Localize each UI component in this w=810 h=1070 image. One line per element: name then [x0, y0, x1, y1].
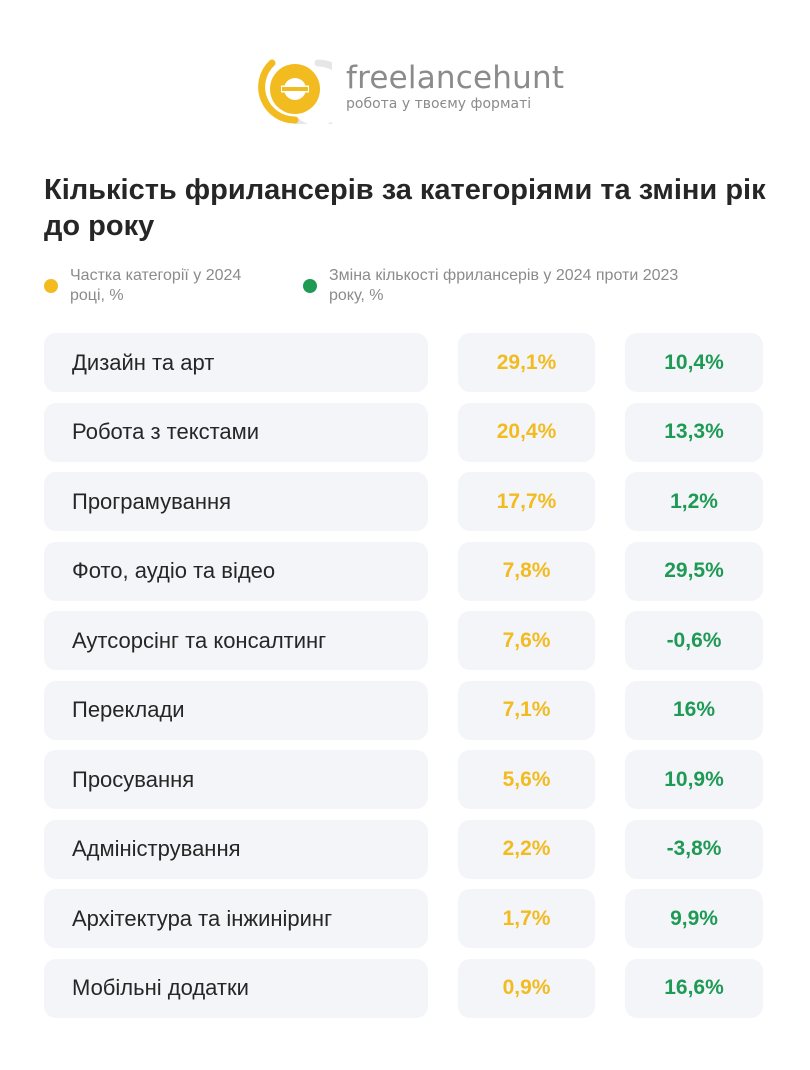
- change-value: -0,6%: [625, 611, 763, 670]
- category-label: Робота з текстами: [44, 402, 428, 462]
- share-value: 20,4%: [458, 402, 595, 462]
- share-value: 29,1%: [458, 333, 595, 392]
- freelancehunt-logo-icon: [258, 59, 332, 124]
- category-label: Фото, аудіо та відео: [44, 541, 428, 601]
- share-value: 0,9%: [458, 958, 595, 1018]
- legend-label-share: Частка категорії у 2024 році, %: [70, 267, 242, 304]
- legend-label-change: Зміна кількості фрилансерів у 2024 проти…: [329, 267, 679, 304]
- category-label: Архітектура та інжиніринг: [44, 889, 428, 948]
- brand-name: freelancehunt: [346, 60, 565, 96]
- share-value: 2,2%: [458, 819, 595, 879]
- category-label: Дизайн та арт: [44, 333, 428, 392]
- category-label: Переклади: [44, 680, 428, 740]
- brand-text: freelancehunt робота у твоєму форматі: [346, 61, 564, 113]
- change-value: 10,4%: [625, 333, 763, 392]
- legend-item-share: Частка категорії у 2024 році, %: [44, 266, 264, 306]
- share-value: 7,8%: [458, 541, 595, 601]
- legend-item-change: Зміна кількості фрилансерів у 2024 проти…: [303, 266, 683, 306]
- category-label: Програмування: [44, 472, 428, 531]
- share-value: 7,6%: [458, 611, 595, 670]
- share-value: 17,7%: [458, 472, 595, 531]
- category-label: Просування: [44, 750, 428, 809]
- change-value: 9,9%: [625, 889, 763, 948]
- share-value: 5,6%: [458, 750, 595, 809]
- legend-dot-yellow-icon: [44, 279, 58, 293]
- chart-title: Кількість фрилансерів за категоріями та …: [44, 174, 766, 242]
- change-value: 13,3%: [625, 402, 763, 462]
- change-value: 10,9%: [625, 750, 763, 809]
- category-label: Аутсорсінг та консалтинг: [44, 611, 428, 670]
- category-label: Адміністрування: [44, 819, 428, 879]
- change-value: 1,2%: [625, 472, 763, 531]
- change-value: 29,5%: [625, 541, 763, 601]
- change-value: 16%: [625, 680, 763, 740]
- legend-dot-green-icon: [303, 279, 317, 293]
- change-value: 16,6%: [625, 958, 763, 1018]
- share-value: 1,7%: [458, 889, 595, 948]
- brand-logo: freelancehunt робота у твоєму форматі: [258, 50, 564, 124]
- share-value: 7,1%: [458, 680, 595, 740]
- change-value: -3,8%: [625, 819, 763, 879]
- brand-tagline: робота у твоєму форматі: [346, 96, 532, 112]
- category-label: Мобільні додатки: [44, 958, 428, 1018]
